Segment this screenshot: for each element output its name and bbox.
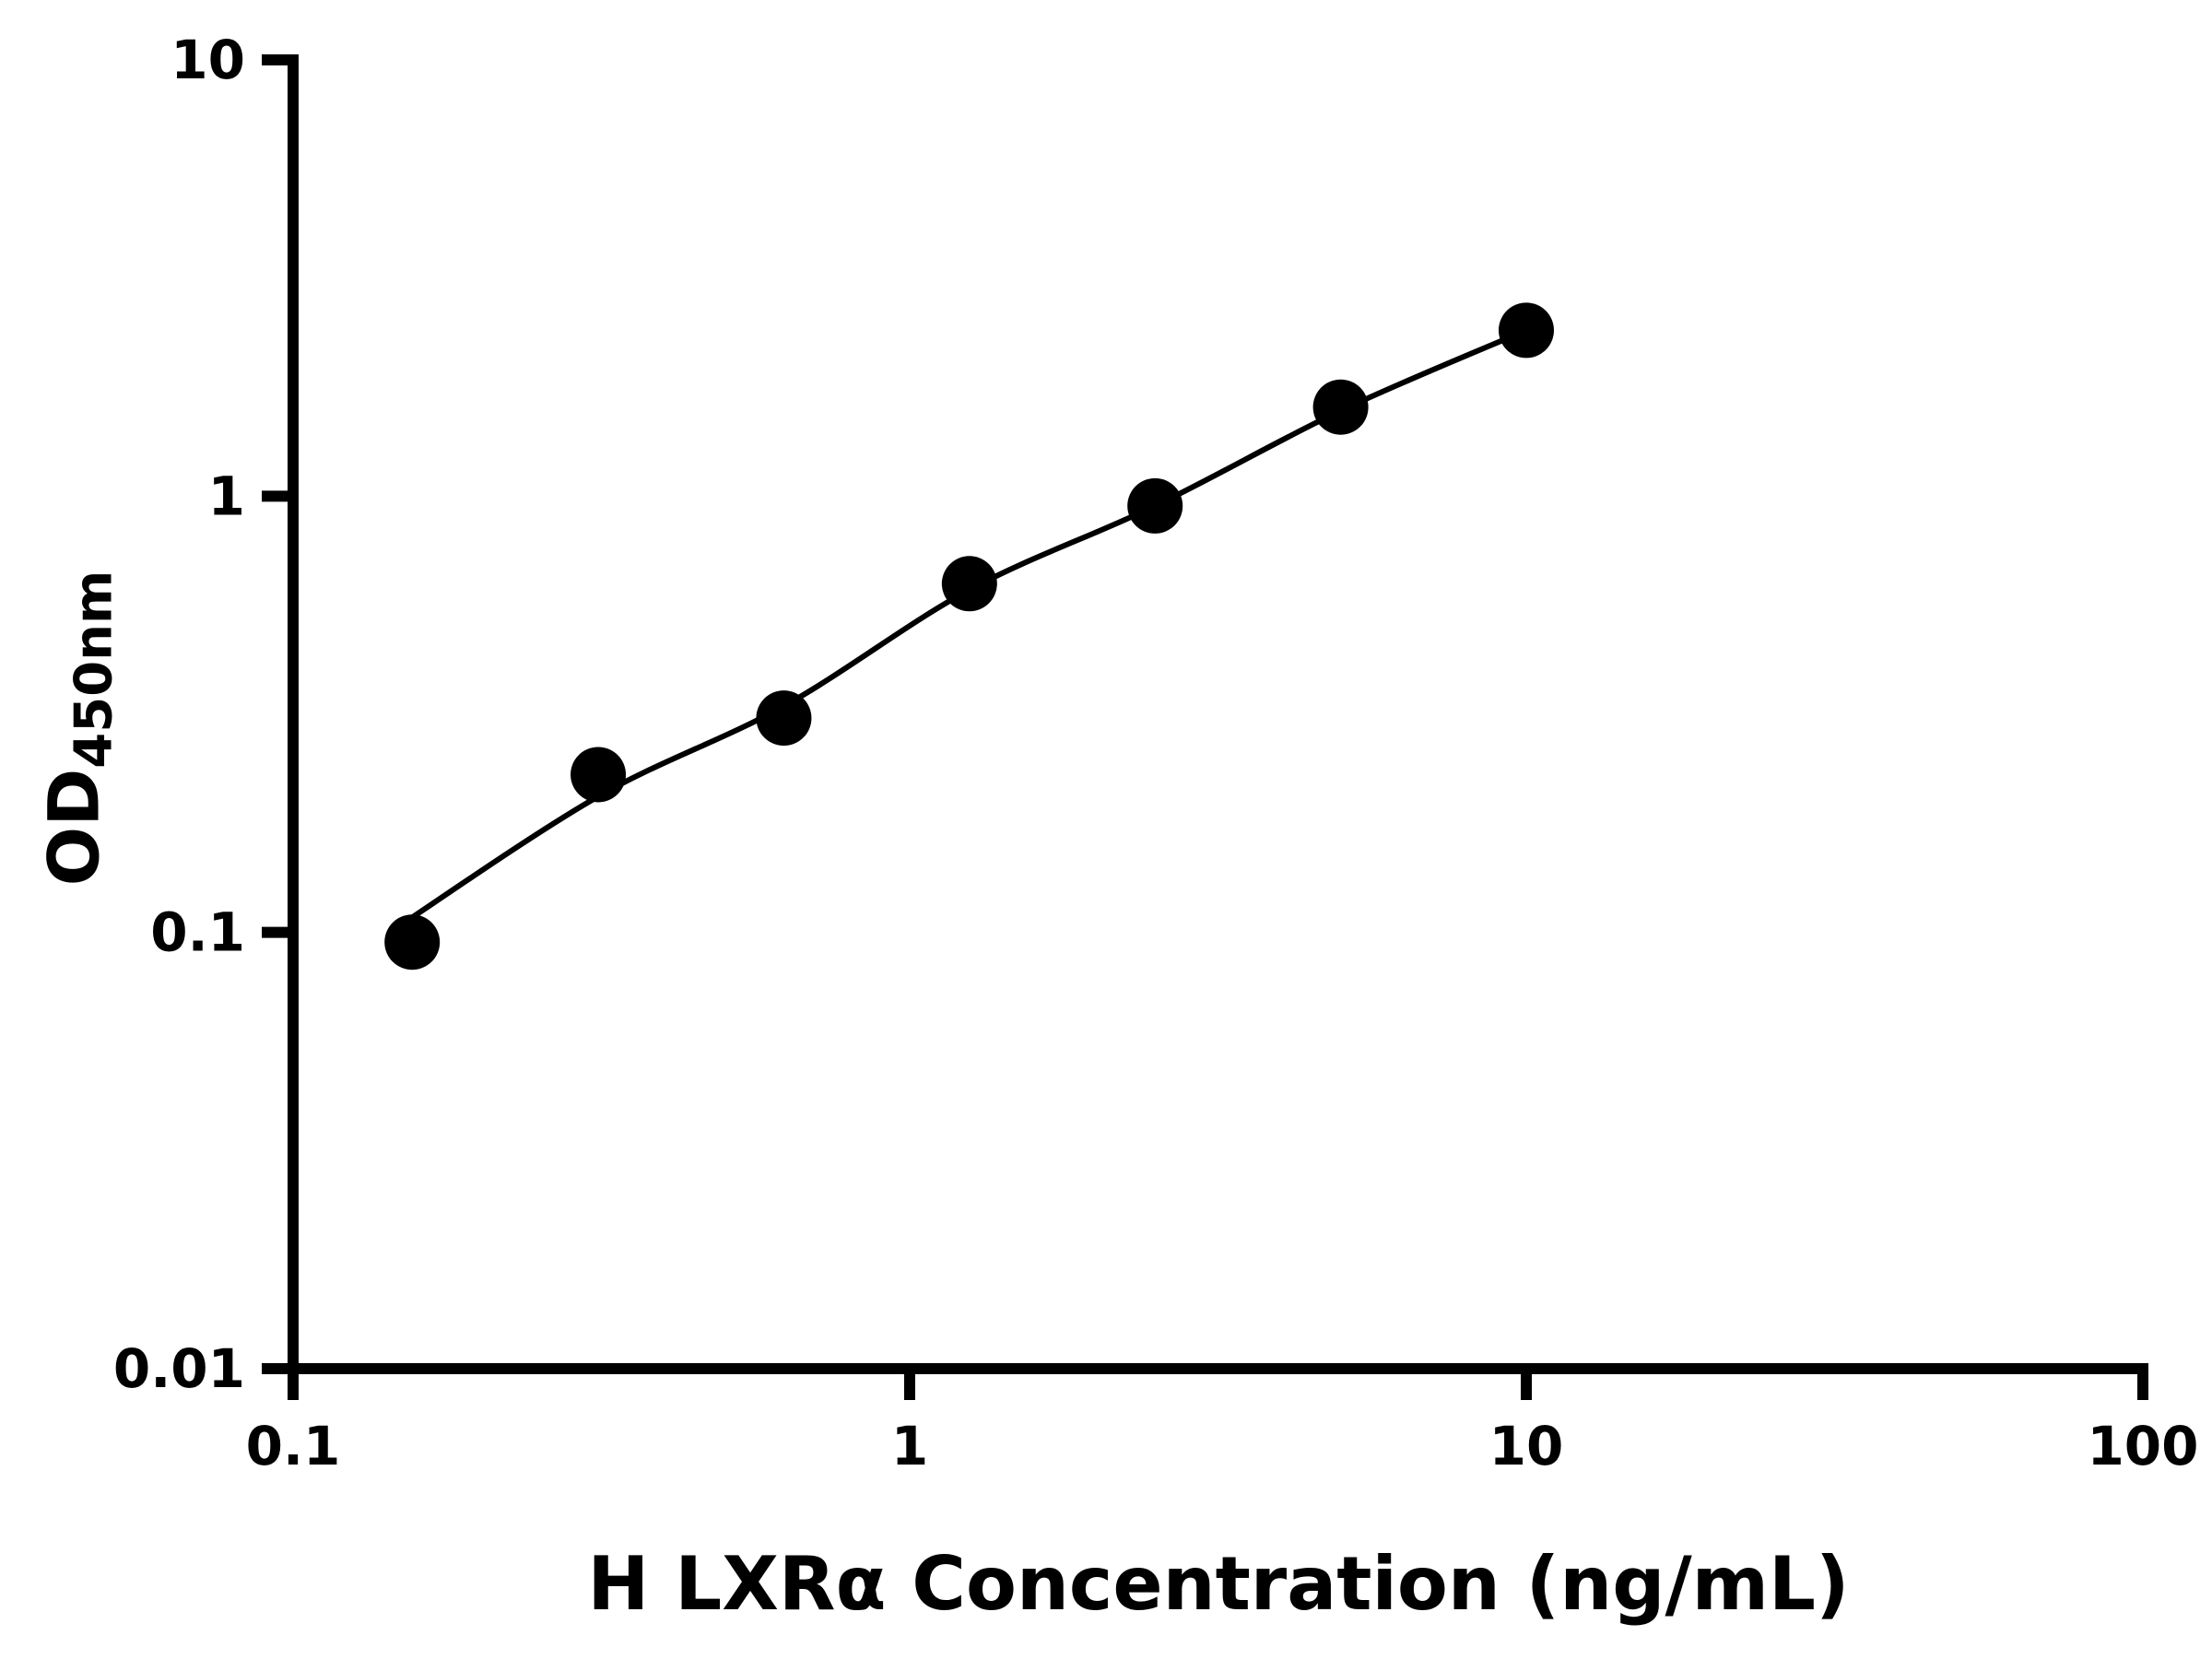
data-point: [1312, 379, 1369, 435]
data-point: [941, 556, 997, 612]
y-axis-title: OD450nm: [33, 571, 124, 887]
y-axis-title-sub: 450nm: [64, 570, 124, 769]
x-axis-title: H LXRα Concentration (ng/mL): [587, 1541, 1850, 1627]
data-point: [756, 690, 812, 747]
data-point: [1127, 477, 1183, 534]
y-axis-title-main: OD: [32, 768, 115, 887]
axes: [288, 54, 2148, 1374]
x-tick-label: 10: [1489, 1415, 1564, 1477]
data-point: [571, 747, 627, 803]
data-point: [384, 914, 441, 971]
x-tick-label: 100: [2087, 1415, 2198, 1477]
y-tick-label: 1: [208, 465, 245, 527]
y-tick-label: 10: [171, 29, 245, 91]
y-tick-label: 0.01: [113, 1337, 245, 1400]
x-tick-label: 0.1: [246, 1415, 341, 1477]
x-tick-label: 1: [891, 1415, 928, 1477]
y-tick-label: 0.1: [150, 901, 245, 964]
data-point: [1499, 302, 1554, 359]
